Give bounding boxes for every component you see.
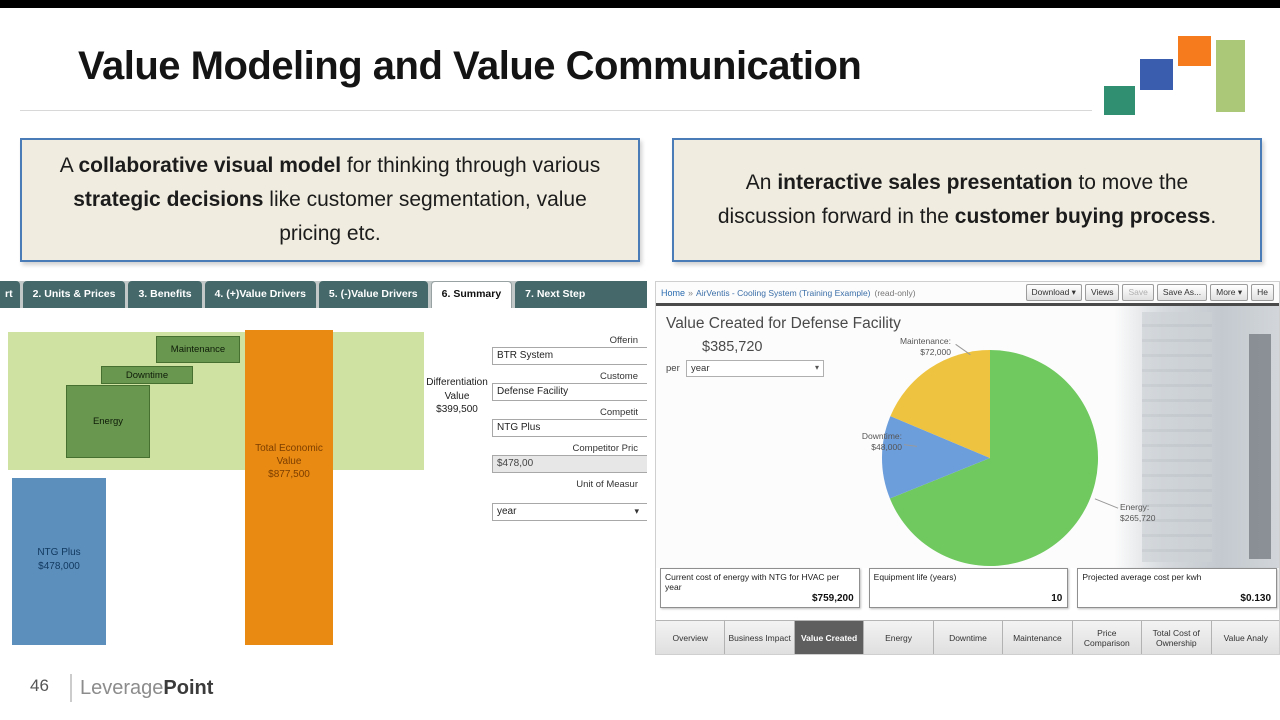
presentation-main: Value Created for Defense Facility $385,… [656, 306, 1279, 568]
competitor-price-label: NTG Plus $478,000 [37, 547, 81, 572]
presentation-screenshot: Home » AirVentis - Cooling System (Train… [655, 281, 1280, 655]
total-economic-value-bar: Total Economic Value $877,500 [245, 330, 333, 645]
views-button[interactable]: Views [1084, 284, 1120, 301]
download-button[interactable]: Download ▾ [1025, 284, 1082, 301]
logo-square-blue [1140, 59, 1173, 90]
title-divider [20, 110, 1092, 111]
unit-of-measure-label: Unit of Measur [576, 479, 638, 490]
breadcrumb-separator-icon: » [688, 287, 694, 298]
competitor-label: Competit [599, 407, 638, 418]
unit-of-measure-value: year [497, 506, 517, 517]
page-number: 46 [30, 676, 49, 695]
competitor-price-bar: NTG Plus $478,000 [12, 478, 106, 645]
stat-projected-cost[interactable]: Projected average cost per kwh $0.130 [1077, 568, 1278, 608]
tab-energy[interactable]: Energy [864, 621, 934, 654]
callout-right-text: An interactive sales presentation to mov… [717, 170, 1217, 228]
model-screenshot: rt 2. Units & Prices 3. Benefits 4. (+)V… [0, 281, 647, 655]
period-value: year [691, 363, 710, 374]
presentation-tab-bar: Overview Business Impact Value Created E… [656, 620, 1279, 654]
stat-equipment-life[interactable]: Equipment life (years) 10 [868, 568, 1069, 608]
help-button-partial[interactable]: He [1251, 284, 1274, 301]
driver-box-maintenance: Maintenance [156, 336, 240, 363]
chevron-down-icon: ▾ [634, 506, 639, 516]
presentation-toolbar: Home » AirVentis - Cooling System (Train… [656, 282, 1279, 303]
chevron-down-icon: ▾ [814, 363, 819, 372]
tab-summary[interactable]: 6. Summary [430, 281, 513, 308]
tab-value-created[interactable]: Value Created [794, 621, 865, 654]
customer-label: Custome [599, 371, 638, 382]
tab-overview[interactable]: Overview [656, 621, 726, 654]
tab-value-analysis-partial[interactable]: Value Analy [1211, 621, 1279, 654]
tab-negative-value-drivers[interactable]: 5. (-)Value Drivers [318, 281, 428, 308]
background-photo-fins [1142, 312, 1212, 562]
tab-business-impact[interactable]: Business Impact [725, 621, 795, 654]
pie-slice-downtime [881, 416, 990, 499]
total-value: $385,720 [702, 339, 763, 355]
stat-value: 10 [1051, 593, 1063, 604]
slide-title: Value Modeling and Value Communication [78, 44, 862, 88]
tab-positive-value-drivers[interactable]: 4. (+)Value Drivers [204, 281, 316, 308]
toolbar-divider [656, 303, 1279, 306]
offering-label: Offerin [609, 335, 638, 346]
driver-box-downtime: Downtime [101, 366, 193, 384]
value-created-pie-chart [881, 349, 1099, 566]
page-title: Value Created for Defense Facility [666, 315, 901, 332]
callout-sales-presentation: An interactive sales presentation to mov… [672, 138, 1262, 262]
logo-bar-green [1216, 40, 1245, 112]
competitor-field[interactable]: NTG Plus [492, 419, 647, 437]
customer-field[interactable]: Defense Facility [492, 383, 647, 401]
read-only-badge: (read-only) [874, 287, 916, 298]
breadcrumb-document-title: AirVentis - Cooling System (Training Exa… [696, 287, 871, 298]
callout-visual-model: A collaborative visual model for thinkin… [20, 138, 640, 262]
stat-value: $0.130 [1240, 593, 1272, 604]
per-label: per [666, 363, 680, 374]
competitor-price-field: $478,00 [492, 455, 647, 473]
logo-square-teal [1104, 86, 1135, 115]
pie-label-maintenance: Maintenance: $72,000 [899, 336, 951, 358]
background-photo [1114, 306, 1279, 568]
total-economic-value-label: Total Economic Value $877,500 [255, 443, 323, 480]
more-button[interactable]: More ▾ [1210, 284, 1249, 301]
stat-energy-cost[interactable]: Current cost of energy with NTG for HVAC… [660, 568, 860, 608]
pie-label-downtime: Downtime: $48,000 [861, 431, 902, 453]
tab-downtime[interactable]: Downtime [933, 621, 1004, 654]
save-as-button[interactable]: Save As... [1156, 284, 1208, 301]
pie-slice-maintenance [890, 349, 990, 458]
background-photo-column [1249, 334, 1271, 559]
model-tab-bar: rt 2. Units & Prices 3. Benefits 4. (+)V… [0, 281, 647, 308]
pie-label-energy: Energy: $265,720 [1120, 502, 1156, 524]
differentiation-value-label: Differentiation Value $399,500 [426, 377, 488, 415]
stat-label: Current cost of energy with NTG for HVAC… [665, 572, 840, 593]
tab-benefits[interactable]: 3. Benefits [128, 281, 202, 308]
tab-total-cost-of-ownership[interactable]: Total Cost of Ownership [1142, 621, 1212, 654]
unit-of-measure-select[interactable]: year ▾ [492, 503, 647, 521]
competitor-price-label: Competitor Pric [572, 443, 638, 454]
tab-maintenance[interactable]: Maintenance [1003, 621, 1073, 654]
leveragepoint-logo: LeveragePoint [80, 677, 214, 699]
value-driver-stats: Current cost of energy with NTG for HVAC… [660, 568, 1278, 608]
driver-box-energy: Energy [66, 385, 150, 458]
tab-start-partial[interactable]: rt [0, 281, 20, 308]
breadcrumb-home-link[interactable]: Home [661, 287, 686, 298]
pie-slice-energy [889, 350, 1099, 566]
tab-units-prices[interactable]: 2. Units & Prices [22, 281, 126, 308]
callout-left-text: A collaborative visual model for thinkin… [59, 153, 601, 245]
toolbar-buttons: Download ▾ Views Save Save As... More ▾ … [1025, 284, 1274, 301]
offering-field[interactable]: BTR System [492, 347, 647, 365]
tab-price-comparison[interactable]: Price Comparison [1072, 621, 1143, 654]
footer-divider [70, 674, 72, 702]
stat-label: Equipment life (years) [873, 572, 957, 582]
top-black-bar [0, 0, 1280, 8]
stat-label: Projected average cost per kwh [1082, 572, 1202, 582]
tab-next-steps[interactable]: 7. Next Step [515, 281, 647, 308]
save-button: Save [1122, 284, 1154, 301]
period-select[interactable]: year ▾ [686, 360, 824, 377]
logo-square-orange [1178, 36, 1211, 66]
summary-form: Offerin BTR System Custome Defense Facil… [492, 335, 647, 521]
stat-value: $759,200 [811, 593, 854, 604]
